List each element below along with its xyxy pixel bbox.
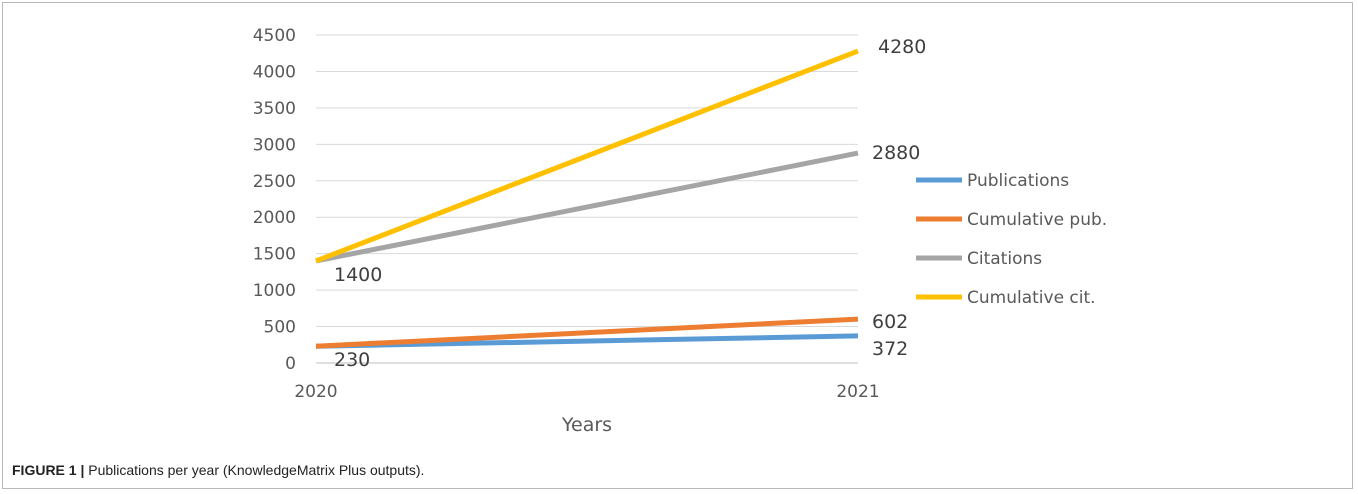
gridlines xyxy=(316,34,858,364)
y-tick-label: 4500 xyxy=(253,26,296,46)
y-axis-ticks: 0 500 1000 1500 2000 2500 3000 3500 4000 4500 xyxy=(253,26,296,374)
x-axis-ticks: 2020 2021 xyxy=(294,382,879,402)
y-tick-label: 4000 xyxy=(253,62,296,82)
y-tick-label: 0 xyxy=(285,354,296,374)
series-line-publications xyxy=(315,333,859,349)
y-tick-label: 3000 xyxy=(253,135,296,155)
series-lines xyxy=(315,48,859,349)
legend: Publications Cumulative pub. Citations Cumu… xyxy=(916,171,1107,308)
data-label: 1400 xyxy=(334,264,382,286)
data-label: 4280 xyxy=(878,36,926,58)
x-tick-label: 2020 xyxy=(294,382,337,402)
y-tick-label: 500 xyxy=(264,318,296,338)
legend-label: Cumulative cit. xyxy=(967,288,1096,308)
figure-caption: FIGURE 1 | Publications per year (Knowle… xyxy=(12,462,424,478)
data-label: 2880 xyxy=(872,142,920,164)
series-line-citations xyxy=(315,150,859,264)
data-label: 230 xyxy=(334,349,370,371)
line-chart: 0 500 1000 1500 2000 2500 3000 3500 4000 4500 202… xyxy=(253,26,1107,436)
series-line-cumulative-pub xyxy=(315,316,859,349)
series-line-cumulative-cit xyxy=(315,48,859,264)
legend-label: Publications xyxy=(967,171,1069,191)
caption-label: FIGURE 1 | xyxy=(12,462,85,478)
x-tick-label: 2021 xyxy=(836,382,879,402)
x-axis-title: Years xyxy=(561,414,612,436)
y-tick-label: 2000 xyxy=(253,208,296,228)
data-labels: 230 372 602 1400 2880 4280 xyxy=(334,36,926,371)
y-tick-label: 3500 xyxy=(253,99,296,119)
legend-label: Cumulative pub. xyxy=(967,210,1107,230)
data-label: 602 xyxy=(872,311,908,333)
legend-label: Citations xyxy=(967,249,1042,269)
data-label: 372 xyxy=(872,338,908,360)
y-tick-label: 1500 xyxy=(253,245,296,265)
caption-text: Publications per year (KnowledgeMatrix P… xyxy=(84,462,425,478)
y-tick-label: 2500 xyxy=(253,172,296,192)
y-tick-label: 1000 xyxy=(253,281,296,301)
